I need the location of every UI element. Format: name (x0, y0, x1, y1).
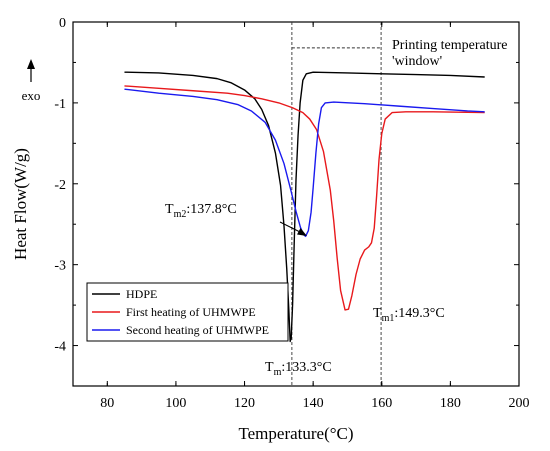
annotation-subscript: m (274, 367, 282, 378)
annotation-symbol: T (165, 202, 174, 217)
plot-frame (72, 21, 520, 387)
y-tick-label: 0 (59, 16, 66, 31)
y-tick-label: -3 (54, 259, 66, 274)
annotation-value: :137.8°C (186, 202, 236, 217)
x-tick-label: 180 (440, 396, 461, 411)
series-line-1 (124, 71, 485, 343)
x-axis-label: Temperature(°C) (238, 424, 353, 443)
annotation-subscript: m2 (174, 209, 187, 220)
legend-box (86, 282, 289, 342)
window-label-line-2: 'window' (392, 54, 442, 69)
annotation-subscript: m1 (382, 313, 395, 324)
y-axis-label: Heat Flow(W/g) (11, 148, 30, 260)
legend-label-3: Second heating of UHMWPE (126, 323, 269, 337)
x-tick-label: 80 (100, 396, 114, 411)
peak-annotation-3: Tm1:149.3°C (373, 306, 445, 324)
annotation-symbol: T (265, 360, 274, 375)
tm2-pointer-head (297, 228, 307, 236)
peak-annotation-2: Tm2:137.8°C (165, 202, 237, 220)
legend-label-1: HDPE (126, 287, 157, 301)
y-tick-label: -2 (54, 178, 66, 193)
annotation-value: :149.3°C (394, 306, 444, 321)
x-tick-label: 140 (303, 396, 324, 411)
series-line-2 (124, 85, 485, 311)
y-tick-label: -4 (54, 340, 66, 355)
x-tick-label: 200 (509, 396, 530, 411)
series-line-3 (124, 88, 485, 238)
annotation-value: :133.3°C (281, 360, 331, 375)
x-tick-label: 120 (234, 396, 255, 411)
annotation-symbol: T (373, 306, 382, 321)
exo-label: exo (22, 88, 41, 103)
x-tick-label: 160 (371, 396, 392, 411)
y-tick-label: -1 (54, 97, 66, 112)
x-tick-label: 100 (165, 396, 186, 411)
exo-arrow-head (27, 59, 35, 69)
legend-label-2: First heating of UHMWPE (126, 305, 256, 319)
tm2-pointer-line (279, 221, 301, 233)
peak-annotation-1: Tm:133.3°C (265, 360, 332, 378)
window-label-line-1: Printing temperature (392, 38, 507, 53)
